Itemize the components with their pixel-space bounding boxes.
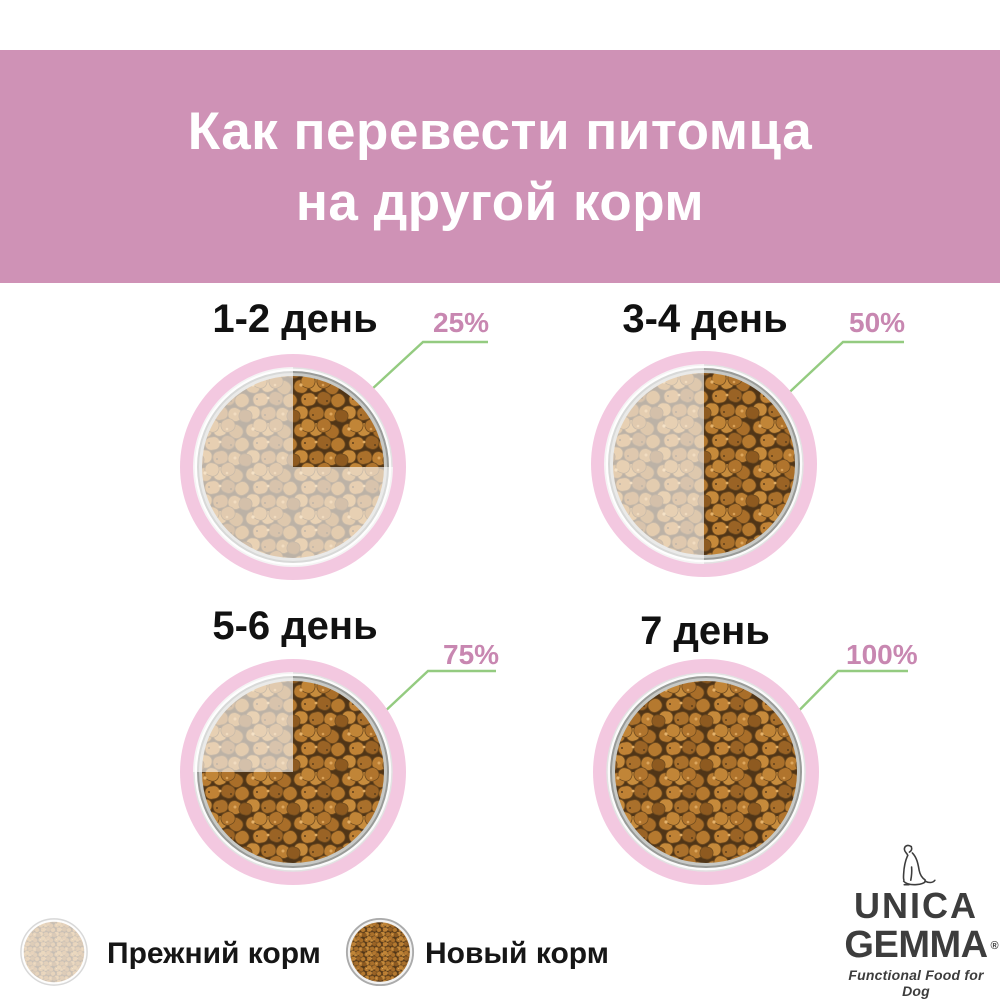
brand-name-unica: UNICA <box>854 885 978 926</box>
bowl-day-3-4 <box>591 351 817 577</box>
new-food-bowl-icon <box>345 917 415 987</box>
old-food-overlay <box>193 672 293 772</box>
step-1-day-label: 1-2 день <box>212 297 378 341</box>
page-title-line-1: Как перевести питомца <box>187 101 813 161</box>
step-4-day-label: 7 день <box>640 609 770 653</box>
header-banner: Как перевести питомца на другой корм <box>0 50 1000 283</box>
old-food-bowl-icon <box>20 918 88 986</box>
brand-name-gemma: GEMMA ® <box>844 924 999 966</box>
bowl-day-7 <box>593 659 819 885</box>
step-3-day-label: 5-6 день <box>212 604 378 648</box>
step-3-percent-label: 75% <box>443 639 500 670</box>
old-food-overlay <box>193 367 393 567</box>
step-1-percent-label: 25% <box>433 307 490 338</box>
step-2-percent-label: 50% <box>849 307 906 338</box>
bowl-day-5-6 <box>180 659 406 885</box>
brand-tagline: Functional Food for Dog <box>848 967 984 999</box>
registered-mark: ® <box>990 940 999 952</box>
legend-new-food-label: Новый корм <box>425 937 609 970</box>
brand-logo: UNICA GEMMA ® Functional Food for Dog <box>839 843 999 999</box>
step-4-percent-label: 100% <box>846 639 918 670</box>
dog-icon <box>902 844 936 886</box>
kibble-fill <box>615 681 797 863</box>
bowl-day-1-2 <box>180 354 406 580</box>
page-title-line-2: на другой корм <box>295 172 705 232</box>
old-food-overlay <box>604 364 704 564</box>
legend-old-food-label: Прежний корм <box>107 937 321 970</box>
page-title: Как перевести питомца на другой корм <box>188 96 812 238</box>
step-2-day-label: 3-4 день <box>622 297 788 341</box>
